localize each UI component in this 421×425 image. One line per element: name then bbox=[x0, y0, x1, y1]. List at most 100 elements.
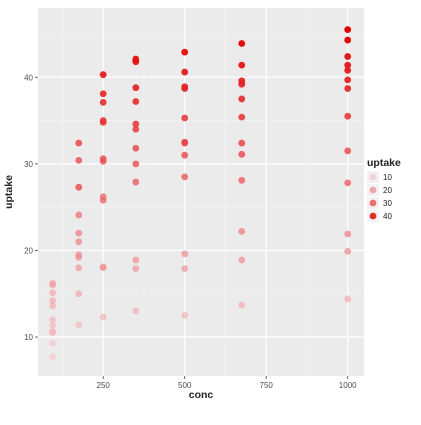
legend-swatch bbox=[369, 199, 377, 207]
data-point bbox=[181, 173, 189, 181]
data-point bbox=[99, 313, 107, 321]
data-point bbox=[344, 230, 352, 238]
plot-panel bbox=[38, 8, 364, 376]
legend: uptake 10 20 30 40 bbox=[367, 157, 401, 222]
data-point bbox=[344, 66, 352, 74]
data-point bbox=[75, 156, 83, 164]
data-point bbox=[181, 311, 189, 319]
legend-items: 10 20 30 40 bbox=[367, 171, 392, 222]
data-point bbox=[99, 193, 107, 201]
data-point bbox=[75, 183, 83, 191]
data-point bbox=[238, 139, 246, 147]
data-point bbox=[75, 238, 83, 246]
data-point bbox=[132, 144, 140, 152]
legend-swatch bbox=[369, 186, 377, 194]
data-point bbox=[181, 138, 189, 146]
legend-label: 20 bbox=[383, 186, 392, 195]
data-point bbox=[99, 90, 107, 98]
data-point bbox=[49, 322, 57, 330]
data-point bbox=[344, 76, 352, 84]
data-point bbox=[344, 179, 352, 187]
data-point bbox=[344, 53, 352, 60]
data-point bbox=[238, 40, 246, 47]
x-tick-label: 250 bbox=[97, 381, 111, 390]
data-point bbox=[181, 265, 189, 273]
data-point bbox=[132, 125, 140, 133]
data-point bbox=[49, 289, 57, 297]
data-point bbox=[238, 227, 246, 235]
data-point bbox=[344, 147, 352, 155]
data-point bbox=[181, 151, 189, 159]
data-point bbox=[181, 68, 189, 76]
data-point bbox=[238, 150, 246, 158]
x-axis: 250 500 750 1000 bbox=[97, 376, 357, 390]
data-point bbox=[238, 301, 246, 309]
legend-title: uptake bbox=[367, 157, 401, 169]
data-point bbox=[132, 120, 140, 128]
y-tick-label: 30 bbox=[24, 160, 33, 169]
y-axis: 10 20 30 40 bbox=[24, 73, 38, 342]
data-point bbox=[132, 265, 140, 273]
data-point bbox=[99, 71, 107, 79]
data-point bbox=[75, 251, 83, 259]
y-tick-label: 40 bbox=[24, 73, 33, 82]
data-point bbox=[99, 264, 107, 272]
data-point bbox=[49, 297, 57, 305]
y-axis-title: uptake bbox=[3, 175, 15, 209]
minor-gridlines bbox=[38, 8, 364, 376]
data-point bbox=[99, 157, 107, 165]
data-point bbox=[49, 316, 57, 324]
legend-label: 30 bbox=[383, 199, 392, 208]
x-axis-title: conc bbox=[189, 389, 214, 401]
y-tick-label: 10 bbox=[24, 333, 33, 342]
data-point bbox=[238, 61, 246, 69]
y-tick-label: 20 bbox=[24, 246, 33, 255]
data-point bbox=[49, 339, 57, 347]
data-point bbox=[49, 353, 57, 361]
data-point bbox=[49, 302, 57, 310]
legend-label: 40 bbox=[383, 212, 392, 221]
x-tick-label: 500 bbox=[178, 381, 192, 390]
data-point bbox=[238, 176, 246, 184]
legend-label: 10 bbox=[383, 173, 392, 182]
data-point bbox=[99, 98, 107, 106]
data-point bbox=[344, 85, 352, 92]
data-point bbox=[344, 247, 352, 255]
data-point bbox=[75, 229, 83, 237]
legend-swatch bbox=[369, 173, 377, 181]
data-point bbox=[75, 211, 83, 219]
data-point bbox=[181, 250, 189, 258]
data-point bbox=[75, 321, 83, 329]
data-point bbox=[181, 114, 189, 122]
data-point bbox=[238, 256, 246, 264]
data-point bbox=[181, 48, 189, 56]
data-point bbox=[75, 290, 83, 298]
data-point bbox=[238, 95, 246, 103]
data-point bbox=[132, 160, 140, 168]
data-point bbox=[344, 112, 352, 120]
data-points bbox=[49, 26, 352, 361]
data-point bbox=[75, 264, 83, 272]
data-point bbox=[344, 61, 352, 69]
data-point bbox=[132, 307, 140, 315]
data-point bbox=[132, 256, 140, 264]
data-point bbox=[99, 117, 107, 124]
data-point bbox=[75, 139, 83, 147]
x-tick-label: 1000 bbox=[339, 381, 357, 390]
data-point bbox=[238, 77, 246, 85]
data-point bbox=[344, 295, 352, 303]
data-point bbox=[132, 55, 140, 63]
x-tick-label: 750 bbox=[260, 381, 274, 390]
data-point bbox=[344, 36, 352, 44]
data-point bbox=[181, 85, 189, 92]
data-point bbox=[344, 26, 352, 34]
data-point bbox=[238, 113, 246, 121]
data-point bbox=[132, 98, 140, 105]
data-point bbox=[132, 178, 140, 186]
legend-swatch bbox=[369, 212, 377, 220]
data-point bbox=[49, 329, 57, 337]
data-point bbox=[132, 84, 140, 92]
data-point bbox=[49, 279, 57, 287]
